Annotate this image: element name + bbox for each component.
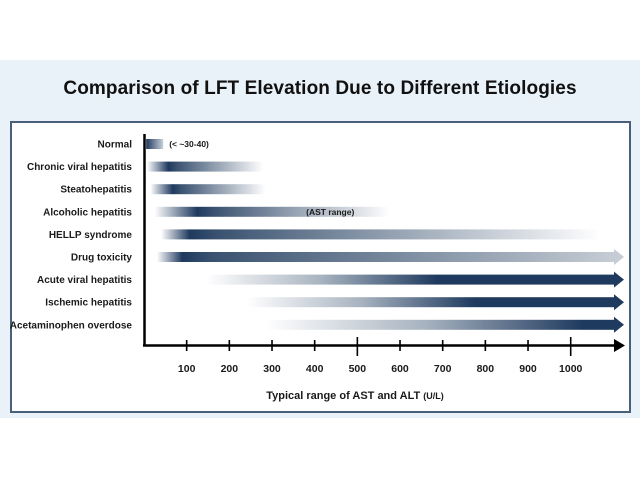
bar-ischemic-hepatitis (246, 297, 614, 308)
bar-alcoholic-hepatitis (154, 206, 390, 217)
chart-frame (10, 121, 631, 413)
x-tick-label-400: 400 (306, 363, 324, 375)
category-label-steatohepatitis: Steatohepatitis (60, 185, 132, 196)
x-axis-unit: (U/L) (423, 391, 444, 401)
bar-chronic-viral-hepatitis (146, 161, 264, 172)
category-label-acetaminophen-overdose: Acetaminophen overdose (10, 320, 133, 331)
x-tick-label-200: 200 (221, 363, 239, 375)
x-axis-label: Typical range of AST and ALT (U/L) (266, 390, 444, 402)
arrowhead-drug-toxicity (614, 249, 624, 265)
category-label-acute-viral-hepatitis: Acute viral hepatitis (37, 275, 132, 286)
x-axis-label-text: Typical range of AST and ALT (266, 390, 420, 402)
x-tick-label-300: 300 (263, 363, 281, 375)
x-tick-label-700: 700 (434, 363, 452, 375)
x-tick-label-600: 600 (391, 363, 409, 375)
axes (143, 134, 625, 352)
x-tick-label-900: 900 (519, 363, 537, 375)
bar-hellp-syndrome (161, 229, 601, 240)
category-label-chronic-viral-hepatitis: Chronic viral hepatitis (27, 162, 132, 173)
arrowhead-acute-viral-hepatitis (614, 271, 624, 288)
category-label-alcoholic-hepatitis: Alcoholic hepatitis (43, 207, 132, 218)
x-tick-label-800: 800 (477, 363, 495, 375)
category-labels: Normal Chronic viral hepatitis Steatohepat… (10, 140, 133, 332)
annotation-alcoholic-hepatitis: (AST range) (306, 207, 354, 217)
bar-acetaminophen-overdose (265, 319, 614, 330)
x-ticks: 100 200 300 400 500 600 700 800 900 1000 (178, 337, 583, 375)
category-label-ischemic-hepatitis: Ischemic hepatitis (45, 298, 132, 309)
bar-drug-toxicity (156, 252, 614, 262)
chart-title: Comparison of LFT Elevation Due to Diffe… (63, 78, 577, 99)
bar-steatohepatitis (150, 184, 266, 195)
category-label-normal: Normal (98, 140, 133, 151)
category-label-hellp-syndrome: HELLP syndrome (49, 230, 133, 241)
bars-group (146, 139, 624, 333)
annotation-normal: (< ~30-40) (169, 139, 209, 149)
x-tick-label-100: 100 (178, 363, 196, 375)
bar-normal (146, 139, 164, 149)
arrowhead-acetaminophen-overdose (614, 316, 624, 333)
category-label-drug-toxicity: Drug toxicity (71, 253, 133, 264)
x-tick-label-500: 500 (349, 363, 367, 375)
x-axis-arrowhead (614, 339, 625, 352)
x-tick-label-1000: 1000 (559, 363, 583, 375)
bar-acute-viral-hepatitis (205, 274, 614, 285)
annotations: (< ~30-40) (AST range) (169, 139, 354, 217)
arrowhead-ischemic-hepatitis (614, 294, 624, 311)
